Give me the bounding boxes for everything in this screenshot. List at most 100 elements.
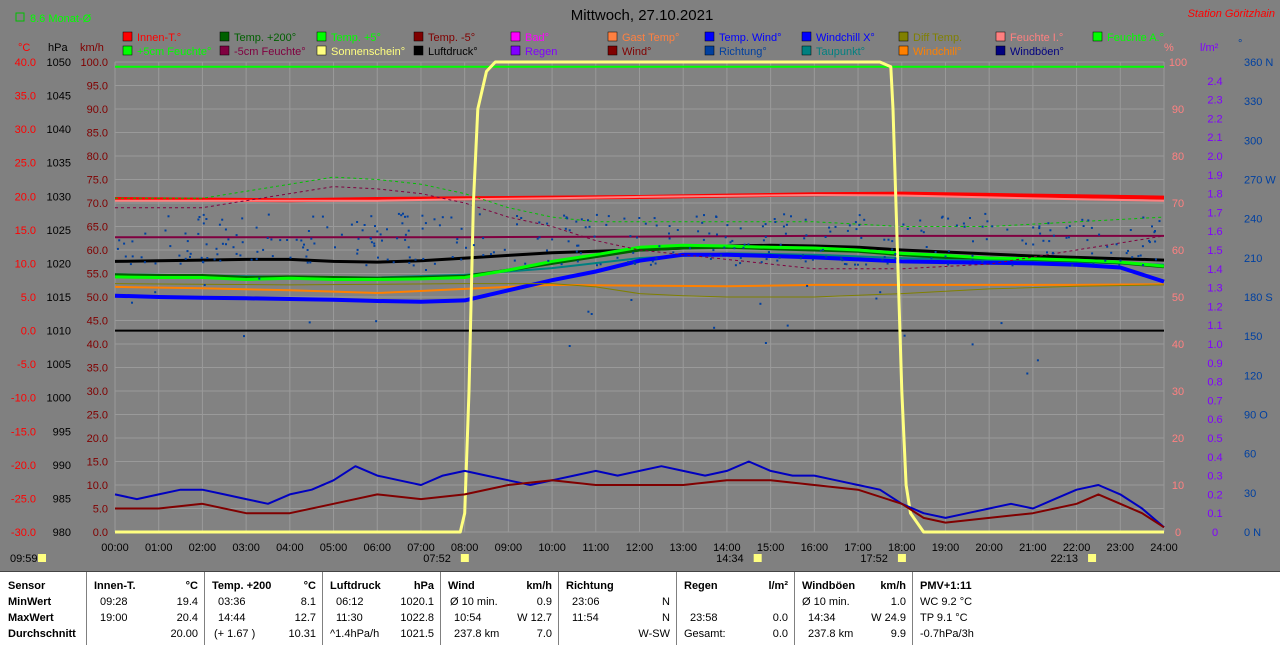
- direction-dot: [189, 255, 191, 258]
- direction-dot: [321, 215, 324, 218]
- direction-dot: [941, 215, 944, 218]
- direction-dot: [654, 262, 657, 265]
- direction-dot: [235, 234, 238, 237]
- direction-dot: [1026, 372, 1029, 375]
- direction-dot: [623, 217, 626, 220]
- legend-swatch[interactable]: [995, 31, 1006, 42]
- regen-title: Regen: [684, 580, 718, 592]
- legend-swatch[interactable]: [898, 45, 909, 56]
- wind-tick-label: 5.0: [93, 504, 108, 516]
- direction-dot: [1148, 239, 1151, 242]
- direction-dot: [764, 235, 767, 238]
- wind-title: Wind: [448, 580, 475, 592]
- direction-dot: [580, 218, 583, 221]
- direction-dot: [824, 236, 827, 238]
- direction-dot: [305, 255, 308, 258]
- rain-tick-label: 1.5: [1207, 245, 1222, 257]
- temp-tick-label: 20.0: [15, 191, 36, 203]
- direction-dot: [1137, 255, 1140, 258]
- direction-dot: [546, 249, 548, 252]
- temp-tick-label: -5.0: [17, 359, 36, 371]
- legend-swatch[interactable]: [510, 31, 521, 42]
- direction-dot: [702, 238, 705, 241]
- direction-dot: [422, 257, 425, 260]
- legend-swatch[interactable]: [122, 31, 133, 42]
- direction-dot: [239, 254, 242, 257]
- legend: Innen-T.° Temp. +200° Temp. +5° Temp. -5° Ba…: [122, 31, 1164, 58]
- boeen-r1-val: 1.0: [890, 596, 906, 608]
- direction-dot: [564, 227, 567, 230]
- legend-label: Richtung°: [719, 46, 767, 58]
- direction-dot: [202, 261, 205, 264]
- direction-dot: [1142, 264, 1144, 267]
- direction-dot: [250, 258, 253, 261]
- legend-swatch[interactable]: [898, 31, 909, 42]
- direction-dot: [451, 256, 454, 258]
- direction-dot: [579, 252, 582, 255]
- legend-label: Luftdruck°: [428, 46, 478, 58]
- direction-dot: [971, 258, 974, 261]
- month-avg-checkbox[interactable]: [15, 12, 25, 22]
- innen-min-time: 09:28: [100, 596, 128, 608]
- direction-dot: [708, 232, 711, 235]
- legend-swatch[interactable]: [510, 45, 521, 56]
- legend-swatch[interactable]: [801, 45, 812, 56]
- direction-dot: [1036, 359, 1039, 362]
- legend-swatch[interactable]: [704, 31, 715, 42]
- direction-dot: [286, 239, 289, 241]
- direction-dot: [972, 240, 974, 243]
- direction-dot: [200, 256, 203, 259]
- wind-r1-val: 0.9: [536, 596, 552, 608]
- direction-dot: [894, 257, 897, 260]
- direction-dot: [774, 221, 777, 223]
- series-line-sonnenschein-: [115, 60, 1164, 534]
- direction-dot: [804, 260, 807, 263]
- direction-dot: [906, 228, 909, 230]
- legend-swatch[interactable]: [413, 31, 424, 42]
- pmv-r3: -0.7hPa/3h: [920, 628, 974, 640]
- direction-dot: [881, 258, 884, 261]
- wind-tick-label: 10.0: [87, 480, 108, 492]
- pmv-title: PMV+1:11: [920, 580, 972, 592]
- innen-avg: 20.00: [170, 628, 198, 640]
- legend-swatch[interactable]: [1092, 31, 1103, 42]
- direction-dot: [407, 229, 410, 232]
- direction-dot: [627, 261, 630, 263]
- direction-dot: [840, 257, 843, 260]
- legend-swatch[interactable]: [316, 45, 327, 56]
- direction-dot: [396, 237, 399, 240]
- legend-swatch[interactable]: [995, 45, 1006, 56]
- direction-dot: [365, 264, 368, 267]
- legend-swatch[interactable]: [413, 45, 424, 56]
- direction-dot: [724, 236, 727, 239]
- legend-swatch[interactable]: [316, 31, 327, 42]
- legend-swatch[interactable]: [607, 45, 618, 56]
- direction-dot: [875, 297, 878, 300]
- rain-tick-label: 2.1: [1207, 132, 1222, 144]
- direction-dot: [883, 238, 886, 241]
- legend-swatch[interactable]: [219, 31, 230, 42]
- direction-dot: [307, 230, 310, 232]
- direction-dot: [197, 218, 200, 221]
- series-line-diff-temp-: [114, 283, 1165, 298]
- press-tick-label: 1025: [47, 225, 71, 237]
- direction-dot: [1046, 251, 1048, 254]
- direction-dot: [219, 259, 222, 262]
- direction-dot: [381, 239, 383, 242]
- stats-panel: Sensor MinWert MaxWert Durchschnitt Inne…: [0, 571, 1280, 645]
- legend-swatch[interactable]: [801, 31, 812, 42]
- direction-dot: [934, 251, 937, 253]
- direction-dot: [460, 258, 463, 261]
- direction-dot: [392, 261, 395, 264]
- legend-swatch[interactable]: [122, 45, 133, 56]
- legend-swatch[interactable]: [607, 31, 618, 42]
- direction-dot: [425, 269, 427, 271]
- direction-dot: [503, 248, 506, 251]
- legend-swatch[interactable]: [219, 45, 230, 56]
- direction-dot: [186, 250, 189, 253]
- regen-r3-val: 0.0: [772, 628, 788, 640]
- direction-dot: [186, 240, 189, 243]
- legend-swatch[interactable]: [704, 45, 715, 56]
- marker-time: 22:13: [1051, 553, 1079, 565]
- direction-dot: [672, 251, 675, 254]
